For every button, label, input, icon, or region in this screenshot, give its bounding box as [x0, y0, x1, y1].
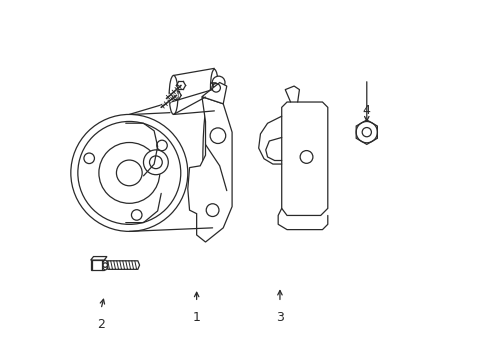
Polygon shape — [90, 260, 104, 270]
Circle shape — [143, 150, 168, 175]
Circle shape — [71, 114, 187, 231]
Text: 1: 1 — [192, 311, 200, 324]
Ellipse shape — [102, 260, 107, 270]
Ellipse shape — [203, 88, 222, 230]
Circle shape — [212, 76, 224, 89]
Ellipse shape — [210, 69, 218, 106]
Polygon shape — [281, 102, 327, 215]
Polygon shape — [107, 261, 139, 269]
Text: 4: 4 — [362, 104, 370, 117]
Polygon shape — [202, 82, 226, 104]
Polygon shape — [187, 97, 232, 242]
Polygon shape — [355, 120, 377, 144]
Text: 2: 2 — [97, 318, 104, 331]
Ellipse shape — [169, 76, 178, 114]
Polygon shape — [90, 257, 107, 260]
Text: 3: 3 — [275, 311, 284, 324]
